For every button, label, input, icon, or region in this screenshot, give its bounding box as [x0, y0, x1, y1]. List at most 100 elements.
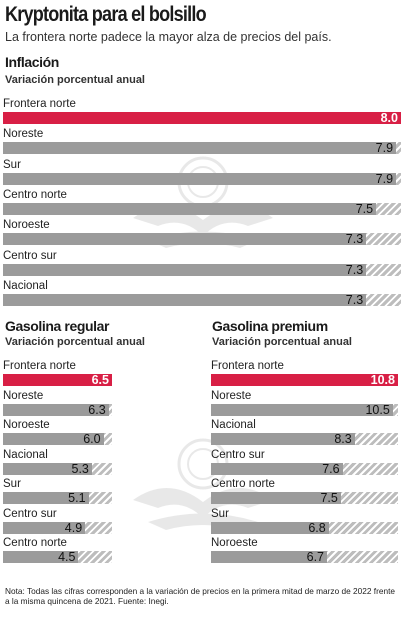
bar-track: 6.5: [3, 373, 112, 387]
bar-track: 7.5: [3, 202, 401, 216]
chart-title-inflacion: Inflación: [5, 54, 59, 70]
bar: [3, 293, 367, 306]
bar-value-label: 6.0: [83, 432, 101, 446]
bar-row: Noreste 10.5: [211, 390, 398, 420]
bar-track: 10.8: [211, 373, 398, 387]
bar-track: 7.3: [3, 262, 401, 277]
bar-row: Noroeste 6.7: [211, 537, 398, 567]
bar-track: 6.8: [211, 520, 398, 535]
bar-track: 7.9: [3, 171, 401, 186]
bar-category-label: Sur: [3, 158, 21, 171]
bar-category-label: Frontera norte: [3, 360, 76, 372]
bar-category-label: Nacional: [211, 419, 256, 431]
bar-row: Frontera norte 6.5: [3, 360, 112, 390]
bar-track: 7.5: [211, 491, 398, 505]
bar-row: Sur 7.9: [3, 159, 401, 189]
bar-value-label: 7.5: [320, 491, 338, 505]
bar-category-label: Centro norte: [3, 537, 67, 549]
chart-gasolina-premium: Frontera norte 10.8 Noreste 10.5 Nacional 8.3…: [211, 360, 398, 572]
chart-subtitle-gasolina-premium: Variación porcentual anual: [212, 336, 352, 348]
bar-category-label: Nacional: [3, 448, 48, 461]
bar: [211, 492, 341, 504]
bar-value-label: 10.5: [365, 402, 390, 417]
bar-track: 6.0: [3, 432, 112, 446]
bar-category-label: Noroeste: [3, 419, 50, 431]
bar-value-label: 6.5: [91, 373, 109, 387]
bar: [211, 403, 393, 416]
bar-row: Nacional 5.3: [3, 449, 112, 479]
bar-category-label: Centro sur: [211, 448, 265, 461]
bar-track: 5.1: [3, 491, 112, 505]
bar-category-label: Sur: [211, 507, 229, 520]
bar-value-label: 6.8: [308, 520, 326, 535]
bar-row: Noroeste 7.3: [3, 219, 401, 249]
bar: [3, 403, 109, 416]
bar-track: 6.7: [211, 550, 398, 564]
bar-track: 4.9: [3, 521, 112, 535]
bar-row: Centro sur 4.9: [3, 508, 112, 538]
chart-title-gasolina-premium: Gasolina premium: [212, 318, 328, 334]
bar: [3, 521, 86, 534]
bar-row: Centro norte 4.5: [3, 537, 112, 567]
bar-row: Nacional 8.3: [211, 419, 398, 449]
bar-track: 8.0: [3, 111, 401, 125]
chart-inflacion: Frontera norte 8.0 Noreste 7.9 Sur 7.9 Centro …: [3, 98, 401, 313]
bar-value-label: 6.7: [306, 550, 325, 564]
bar-track: 7.9: [3, 141, 401, 156]
bar-row: Frontera norte 8.0: [3, 98, 401, 128]
bar-category-label: Noroeste: [211, 537, 258, 549]
page-title: Kryptonita para el bolsillo: [5, 3, 207, 26]
bar-row: Noreste 6.3: [3, 390, 112, 420]
bar-highlight: [3, 374, 112, 386]
bar-track: 7.3: [3, 292, 401, 307]
bar: [211, 433, 355, 445]
bar-track: 5.3: [3, 461, 112, 476]
bar: [3, 462, 92, 475]
bar-row: Centro sur 7.3: [3, 250, 401, 280]
bar: [3, 233, 367, 246]
bar-row: Centro sur 7.6: [211, 449, 398, 479]
bar-value-label: 6.3: [88, 402, 106, 417]
bar-row: Frontera norte 10.8: [211, 360, 398, 390]
bar-category-label: Frontera norte: [211, 360, 284, 372]
footnote: Nota: Todas las cifras corresponden a la…: [5, 586, 396, 606]
bar: [211, 551, 327, 563]
bar-value-label: 7.3: [345, 232, 364, 247]
bar-value-label: 7.6: [322, 461, 340, 476]
bar-value-label: 5.3: [71, 461, 89, 476]
bar-value-label: 7.9: [375, 141, 394, 156]
bar-value-label: 7.9: [375, 171, 394, 186]
bar-value-label: 8.0: [380, 111, 398, 125]
bar-value-label: 5.1: [68, 491, 86, 505]
bar-category-label: Frontera norte: [3, 98, 76, 110]
bar-category-label: Centro norte: [3, 188, 67, 201]
bar-row: Sur 5.1: [3, 478, 112, 508]
bar-value-label: 7.3: [345, 292, 364, 307]
bar-track: 10.5: [211, 402, 398, 417]
bar-track: 8.3: [211, 432, 398, 446]
bar: [3, 551, 79, 563]
bar-category-label: Noreste: [211, 389, 252, 402]
bar: [3, 492, 89, 504]
bar-category-label: Centro norte: [211, 478, 275, 490]
chart-gasolina-regular: Frontera norte 6.5 Noreste 6.3 Noroeste 6.0 Na…: [3, 360, 112, 572]
bar-category-label: Sur: [3, 478, 21, 490]
bar-category-label: Nacional: [3, 279, 48, 292]
chart-subtitle-inflacion: Variación porcentual anual: [5, 74, 145, 86]
bar-category-label: Centro sur: [3, 249, 57, 262]
bar-category-label: Noroeste: [3, 219, 50, 232]
page-subtitle: La frontera norte padece la mayor alza d…: [5, 30, 332, 44]
bar: [3, 202, 377, 215]
bar-category-label: Centro sur: [3, 507, 57, 520]
chart-subtitle-gasolina-regular: Variación porcentual anual: [5, 336, 145, 348]
bar-row: Sur 6.8: [211, 508, 398, 538]
bar-highlight: [211, 374, 398, 386]
bar: [211, 521, 329, 534]
bar-row: Centro norte 7.5: [211, 478, 398, 508]
bar: [3, 142, 397, 155]
bar: [3, 263, 367, 276]
bar-value-label: 7.3: [345, 262, 364, 277]
bar: [211, 462, 343, 475]
bar-row: Noreste 7.9: [3, 128, 401, 158]
bar: [3, 433, 104, 445]
